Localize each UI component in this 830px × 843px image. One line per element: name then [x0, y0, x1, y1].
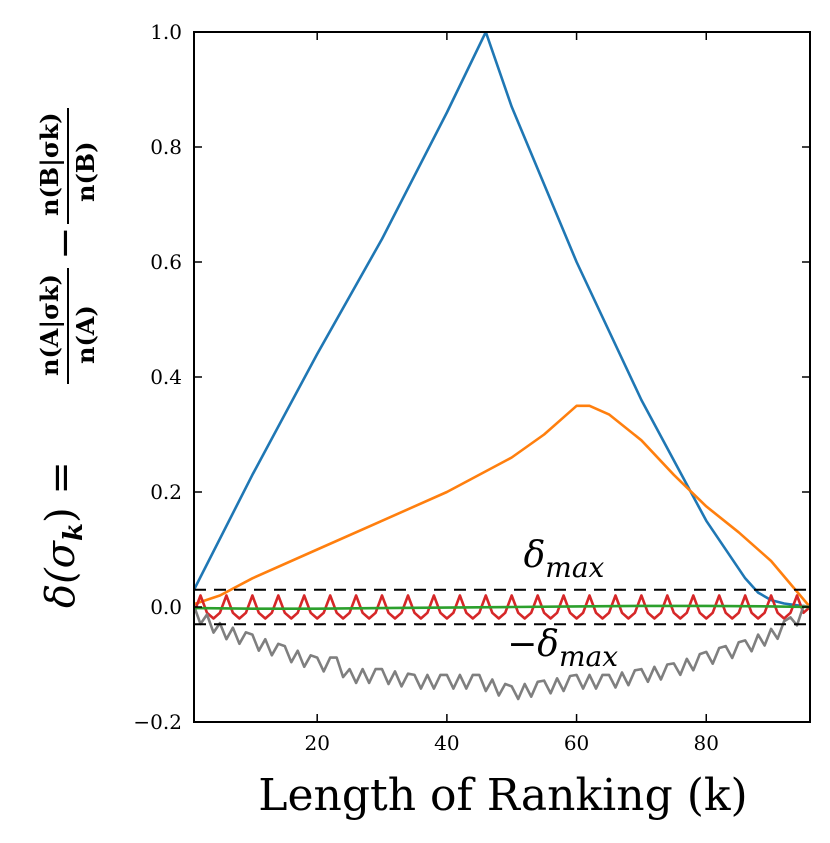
x-tick-label: 80 — [694, 731, 719, 755]
neg-delta-max-subscript: max — [559, 640, 618, 673]
delta-max-annotation: δmax — [524, 535, 605, 584]
y-tick-label: 1.0 — [150, 20, 182, 44]
plot-frame — [193, 31, 811, 723]
y-tick-label: 0.8 — [150, 135, 182, 159]
neg-delta-max-symbol: −δ — [507, 624, 559, 665]
delta-max-subscript: max — [545, 551, 604, 584]
threshold-layer — [194, 588, 810, 626]
series-line-orange — [194, 404, 810, 608]
y-label-frac-a-num: n(A|σk) — [35, 274, 64, 376]
y-label-eq: ) = — [38, 461, 84, 523]
y-label-delta-sigma: δ(σ — [38, 539, 84, 608]
y-axis-label-prefix: δ(σk) = — [38, 461, 89, 608]
series-line-green — [194, 604, 810, 610]
axes-layer: 20 40 60 80 −0.2 0.0 0.2 0.4 0.6 0.8 1.0 — [133, 20, 811, 755]
y-label-frac-b-den: n(B) — [71, 142, 100, 202]
x-tick-label: 20 — [304, 731, 329, 755]
y-tick-label: −0.2 — [133, 710, 182, 734]
delta-max-symbol: δ — [524, 535, 546, 576]
y-label-frac-b-num: n(B|σk) — [35, 113, 64, 217]
series-line-gray — [194, 604, 810, 701]
y-axis-label: δ(σk) = n(A|σk) n(A) − n(B|σk) n(B) — [35, 108, 100, 608]
y-tick-label: 0.6 — [150, 250, 182, 274]
series-layer — [194, 32, 810, 701]
y-label-minus: − — [42, 226, 88, 260]
y-tick-label: 0.0 — [150, 595, 182, 619]
neg-delta-max-annotation: −δmax — [507, 624, 618, 673]
x-tick-label: 40 — [434, 731, 459, 755]
y-label-sub-k: k — [59, 523, 89, 541]
y-tick-label: 0.2 — [150, 480, 182, 504]
x-axis-label: Length of Ranking (k) — [258, 770, 747, 821]
y-label-frac-a-den: n(A) — [71, 305, 100, 364]
y-tick-label: 0.4 — [150, 365, 182, 389]
series-line-red — [194, 594, 810, 620]
series-line-blue — [194, 32, 810, 609]
x-tick-label: 60 — [564, 731, 589, 755]
